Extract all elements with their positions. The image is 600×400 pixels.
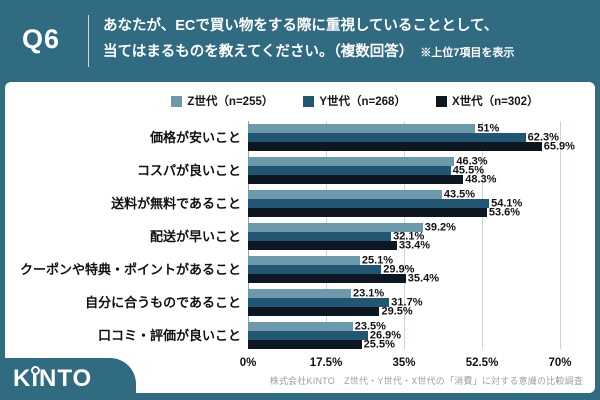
value-label: 62.3% (527, 131, 559, 143)
bar: 43.5% (248, 189, 475, 200)
value-label: 39.2% (424, 221, 456, 233)
bar: 54.1% (248, 198, 522, 209)
header-divider (88, 15, 89, 67)
bar: 46.3% (248, 156, 488, 167)
category-label: 口コミ・評価が良いこと (97, 328, 241, 343)
category-label: 配送が早いこと (149, 229, 241, 244)
x-tick-label: 35% (392, 357, 416, 369)
kinto-logo: KINTO (0, 358, 136, 400)
bar: 23.1% (248, 288, 384, 299)
value-label: 25.1% (361, 254, 394, 266)
value-label: 65.9% (543, 140, 575, 152)
value-label: 51% (477, 122, 500, 134)
chart-rows: 価格が安いこと 51% 62.3% 65.9% コスパが良いこと 46.3% 45.5% 48… (5, 123, 575, 355)
legend-label: Y世代（n=268） (319, 96, 406, 108)
value-label: 31.7% (391, 296, 423, 308)
bar: 23.5% (248, 321, 386, 332)
chart-row: 配送が早いこと 39.2% 32.1% 33.4% (5, 222, 560, 251)
value-label: 29.5% (381, 305, 413, 317)
value-label: 29.9% (383, 263, 415, 275)
logo-text: KINTO (13, 365, 93, 392)
bar: 25.1% (248, 255, 393, 266)
value-label: 54.1% (491, 197, 523, 209)
header: Q6 あなたが、ECで買い物をする際に重視していることとして、 当てはまるものを… (0, 0, 600, 82)
bar: 32.1% (248, 231, 424, 242)
legend-item: Z世代（n=255） (171, 93, 273, 109)
gridline (560, 121, 561, 349)
legend: Z世代（n=255） Y世代（n=268） X世代（n=302） (5, 82, 595, 109)
logo-i-ring-icon (31, 366, 40, 375)
legend-item: Y世代（n=268） (303, 93, 406, 109)
value-label: 32.1% (393, 230, 425, 242)
bar: 65.9% (248, 141, 575, 152)
legend-item: X世代（n=302） (435, 93, 539, 109)
question-line1: あなたが、ECで買い物をする際に重視していることとして、 (103, 18, 499, 34)
question-line2: 当てはまるものを教えてください。（複数回答） ※上位7項目を表示 (103, 39, 514, 65)
chart-row: クーポンや特典・ポイントがあること 25.1% 29.9% 35.4% (5, 255, 560, 284)
legend-swatch-icon (303, 95, 315, 107)
category-label: クーポンや特典・ポイントがあること (19, 262, 241, 277)
source-note: 株式会社KINTO Z世代・Y世代・X世代の「消費」に対する意識の比較調査 (269, 376, 583, 386)
bar-group: 39.2% 32.1% 33.4% (248, 222, 560, 251)
legend-label: Z世代（n=255） (187, 96, 274, 108)
value-label: 25.5% (363, 338, 395, 350)
bar: 39.2% (248, 222, 456, 233)
bar: 51% (248, 123, 499, 134)
value-label: 23.5% (354, 320, 386, 332)
question-line2-text: 当てはまるものを教えてください。（複数回答） (103, 44, 414, 61)
bar: 48.3% (248, 174, 496, 185)
value-label: 48.3% (465, 173, 497, 185)
gridline (482, 121, 483, 349)
chart-row: コスパが良いこと 46.3% 45.5% 48.3% (5, 156, 560, 185)
bar-group: 23.1% 31.7% 29.5% (248, 288, 560, 317)
bar-group: 46.3% 45.5% 48.3% (248, 156, 560, 185)
bar: 29.5% (248, 306, 413, 317)
chart-row: 口コミ・評価が良いこと 23.5% 26.9% 25.5% (5, 321, 560, 350)
bar: 45.5% (248, 165, 484, 176)
legend-label: X世代（n=302） (451, 96, 539, 108)
value-label: 43.5% (443, 188, 476, 200)
value-label: 23.1% (352, 287, 385, 299)
bar: 62.3% (248, 132, 559, 143)
x-tick-label: 52.5% (465, 357, 499, 369)
bar: 29.9% (248, 264, 414, 275)
category-label: 価格が安いこと (149, 130, 241, 145)
gridline (404, 121, 405, 349)
value-label: 45.5% (452, 164, 484, 176)
bar: 26.9% (248, 330, 401, 341)
x-tick-label: 70% (548, 357, 572, 369)
chart-row: 送料が無料であること 43.5% 54.1% 53.6% (5, 189, 560, 218)
bar: 35.4% (248, 273, 439, 284)
bar: 25.5% (248, 339, 395, 350)
category-label: 送料が無料であること (111, 196, 241, 211)
bar-group: 43.5% 54.1% 53.6% (248, 189, 560, 218)
value-label: 26.9% (369, 329, 402, 341)
bar-group: 25.1% 29.9% 35.4% (248, 255, 560, 284)
legend-swatch-icon (171, 95, 183, 107)
value-label: 53.6% (488, 206, 521, 218)
value-label: 35.4% (407, 272, 439, 284)
chart-row: 価格が安いこと 51% 62.3% 65.9% (5, 123, 575, 152)
bar: 31.7% (248, 297, 422, 308)
question-text: あなたが、ECで買い物をする際に重視していることとして、 当てはまるものを教えて… (103, 13, 514, 65)
question-number: Q6 (22, 24, 61, 54)
question-note: ※上位7項目を表示 (420, 47, 515, 60)
value-label: 33.4% (398, 239, 431, 251)
x-tick-label: 17.5% (309, 357, 343, 369)
bar-group: 51% 62.3% 65.9% (248, 123, 575, 152)
bar: 33.4% (248, 240, 430, 251)
legend-swatch-icon (435, 95, 447, 107)
bar-group: 23.5% 26.9% 25.5% (248, 321, 560, 350)
chart-panel: Z世代（n=255） Y世代（n=268） X世代（n=302） 価格が安いこと 51… (5, 82, 595, 393)
x-axis: 0% 17.5% 35% 52.5% 70% (240, 353, 572, 369)
category-label: 自分に合うものであること (85, 295, 241, 310)
value-label: 46.3% (456, 155, 488, 167)
chart-row: 自分に合うものであること 23.1% 31.7% 29.5% (5, 288, 560, 317)
category-label: コスパが良いこと (136, 163, 241, 178)
bar: 53.6% (248, 207, 520, 218)
x-tick-label: 0% (239, 357, 257, 369)
bar-chart: 価格が安いこと 51% 62.3% 65.9% コスパが良いこと 46.3% 45.5% 48… (5, 121, 595, 369)
